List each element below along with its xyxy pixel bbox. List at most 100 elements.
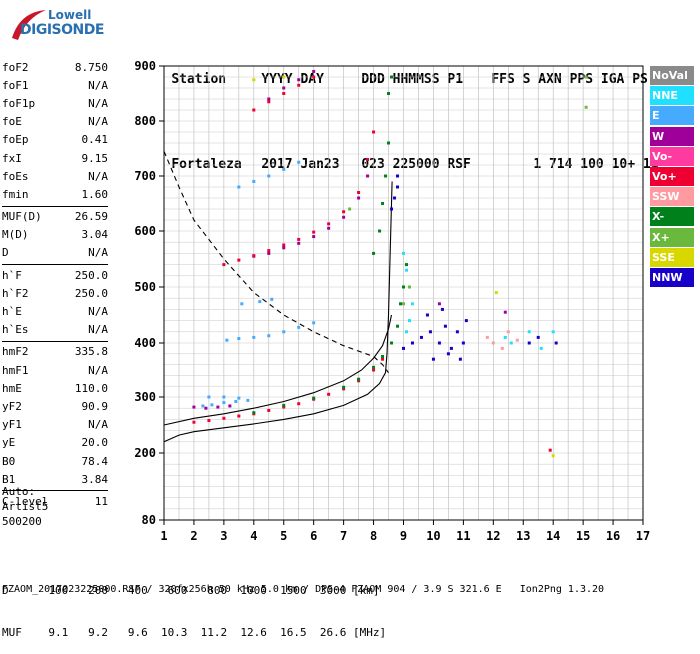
param-name: yF2 <box>2 399 22 413</box>
echo-point-nnw <box>396 185 400 189</box>
echo-point-e <box>201 404 205 408</box>
param-value: 250.0 <box>74 286 108 300</box>
echo-point-w <box>327 226 331 230</box>
param-value: 335.8 <box>74 345 108 359</box>
echo-point-nnw <box>393 196 397 200</box>
echo-point-x <box>384 174 388 178</box>
echo-point-vo <box>282 405 286 409</box>
legend-item-nne: NNE <box>650 86 694 106</box>
param-value: N/A <box>88 363 108 377</box>
param-row: B1 3.84 <box>2 470 108 488</box>
echo-point-w <box>228 404 232 408</box>
echo-point-vo <box>327 222 331 226</box>
auto-line-3: 500200 <box>2 515 42 528</box>
param-row: yF1 N/A <box>2 416 108 434</box>
echo-point-x <box>390 75 394 79</box>
y-tick-label: 200 <box>134 446 156 460</box>
echo-point-w <box>437 302 441 306</box>
muf-dashed-curve <box>163 151 389 374</box>
param-value: 9.15 <box>81 151 109 165</box>
param-row: hmF2 335.8 <box>2 343 108 361</box>
echo-point-x <box>252 411 256 415</box>
echo-point-x <box>399 302 403 306</box>
param-name: foEs <box>2 169 29 183</box>
echo-point-w <box>282 86 286 90</box>
param-row: foF1 N/A <box>2 76 108 94</box>
echo-point-nne <box>539 346 543 350</box>
legend-item-w: W <box>650 126 694 146</box>
echo-point-x <box>387 141 391 145</box>
param-name: foF1 <box>2 78 29 92</box>
param-row: h`F 250.0 <box>2 266 108 284</box>
echo-point-vo <box>282 243 286 247</box>
legend-item-vo: Vo+ <box>650 166 694 186</box>
echo-point-w <box>342 215 346 219</box>
echo-point-ssw <box>500 346 504 350</box>
param-row: foEp 0.41 <box>2 131 108 149</box>
param-value: 250.0 <box>74 268 108 282</box>
param-row: foEs N/A <box>2 167 108 185</box>
x-tick-label: 2 <box>190 529 197 543</box>
logo-line1: Lowell <box>48 8 92 22</box>
echo-point-vo <box>267 408 271 412</box>
echo-point-w <box>357 196 361 200</box>
header-label-time: DDD HHMMSS P1 <box>361 72 464 87</box>
legend-item-noval: NoVal <box>650 66 694 85</box>
legend-item-ssw: SSW <box>650 187 694 207</box>
echo-point-nnw <box>446 352 450 356</box>
param-value: 0.41 <box>81 133 109 147</box>
echo-point-w <box>312 235 316 239</box>
y-tick-label: 400 <box>134 336 156 350</box>
param-name: h`E <box>2 305 22 319</box>
echo-point-x <box>381 202 385 205</box>
echo-point-x <box>402 302 405 306</box>
y-tick-label: 500 <box>134 280 156 294</box>
param-row: foF2 8.750 <box>2 58 108 76</box>
echo-point-vo <box>312 75 316 79</box>
param-row: fmin 1.60 <box>2 185 108 203</box>
logo-swoosh-icon <box>12 10 46 40</box>
param-row: D N/A <box>2 244 108 262</box>
param-name: foEp <box>2 133 29 147</box>
x-tick-label: 5 <box>280 529 287 543</box>
echo-point-vo <box>381 357 385 361</box>
echo-point-x <box>402 285 405 289</box>
echo-point-nnw <box>440 307 444 311</box>
param-value: N/A <box>88 115 108 129</box>
echo-point-e <box>312 321 316 325</box>
echo-point-nne <box>503 335 507 339</box>
echo-point-nnw <box>458 357 462 361</box>
param-name: h`Es <box>2 323 29 337</box>
echo-point-x <box>387 92 391 95</box>
echo-point-x <box>342 385 346 389</box>
echo-point-vo <box>222 263 226 267</box>
echo-point-vo <box>297 402 301 406</box>
echo-point-nne <box>410 302 414 306</box>
y-tick-label: 700 <box>134 169 156 183</box>
x-tick-label: 4 <box>250 529 257 543</box>
echo-point-nnw <box>464 319 468 323</box>
param-value: 20.0 <box>81 436 109 450</box>
echo-point-w <box>216 405 220 409</box>
param-name: foE <box>2 115 22 129</box>
header-value-time: 023 225000 RSF <box>361 157 471 172</box>
echo-point-nnw <box>402 346 405 350</box>
echo-point-sse <box>252 78 256 82</box>
y-tick-label: 800 <box>134 114 156 128</box>
ionogram-chart: 1 2 3 4 5 6 7 8 9 10 11 12 13 14 15 16 17802003004005006… <box>134 59 650 543</box>
param-name: hmF1 <box>2 363 29 377</box>
echo-point-e <box>252 335 256 339</box>
param-name: hmF2 <box>2 345 29 359</box>
chart-grid <box>163 66 644 520</box>
auto-line-2: Artist5 <box>2 500 49 513</box>
y-tick-label: 300 <box>134 390 156 404</box>
param-value: 110.0 <box>74 381 108 395</box>
echo-point-ssw <box>491 341 495 345</box>
param-row: hmE 110.0 <box>2 379 108 397</box>
electron-density-profile <box>163 181 393 443</box>
echo-point-nne <box>509 341 513 345</box>
param-row: yF2 90.9 <box>2 397 108 415</box>
echo-point-x <box>407 285 411 289</box>
param-name: MUF(D) <box>2 210 42 224</box>
y-tick-label: 600 <box>134 224 156 238</box>
